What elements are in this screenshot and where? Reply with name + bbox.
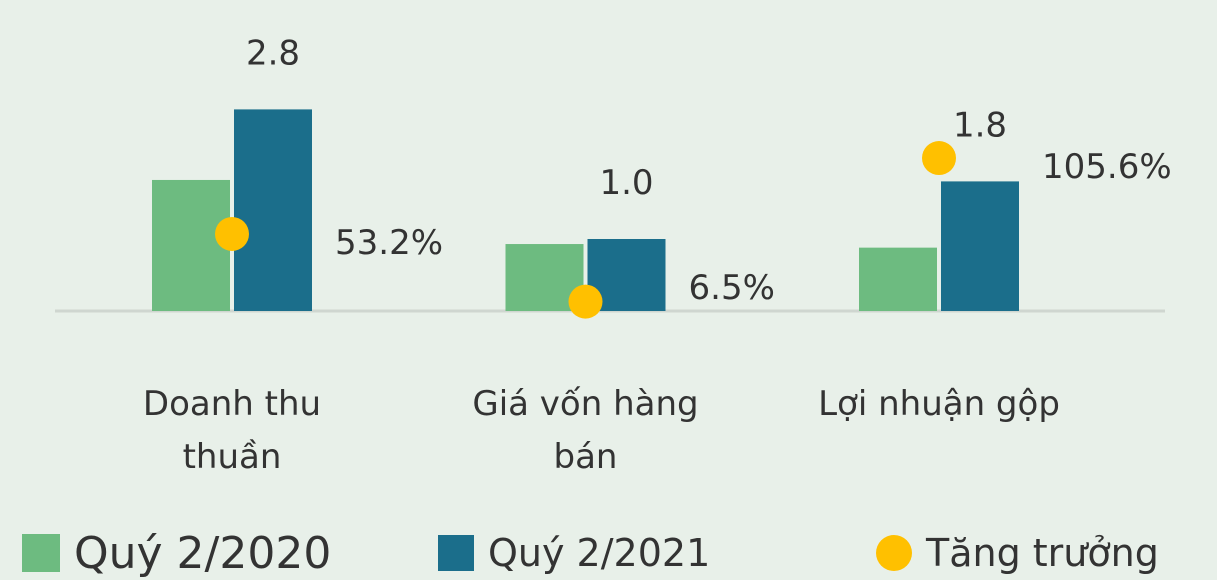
x-tick-label: Doanh thu thuần xyxy=(142,384,322,477)
data-label: 2.8 xyxy=(246,33,300,73)
x-tick-label: Giá vốn hàng bán xyxy=(472,384,699,477)
legend-label: Tăng trưởng xyxy=(926,531,1159,575)
data-label: 53.2% xyxy=(335,223,443,263)
legend-item: Tăng trưởng xyxy=(876,528,1159,578)
legend-swatch xyxy=(876,535,912,571)
data-label: 105.6% xyxy=(1042,147,1172,187)
legend-label: Quý 2/2021 xyxy=(488,531,711,575)
data-label: 6.5% xyxy=(689,268,775,308)
growth-dot xyxy=(568,284,603,319)
legend-label: Quý 2/2020 xyxy=(74,527,332,579)
growth-dot xyxy=(922,141,956,176)
legend-swatch xyxy=(22,534,60,572)
growth-dot xyxy=(215,216,249,251)
bar xyxy=(152,179,230,311)
data-label: 1.0 xyxy=(599,163,653,203)
bar xyxy=(941,181,1019,311)
legend-item: Quý 2/2020 xyxy=(22,527,332,579)
legend-swatch xyxy=(438,535,474,571)
bar xyxy=(234,109,312,312)
x-tick-label: Lợi nhuận gộp xyxy=(818,384,1060,424)
legend-item: Quý 2/2021 xyxy=(438,528,710,578)
bar xyxy=(859,247,937,311)
data-label: 1.8 xyxy=(953,105,1007,145)
